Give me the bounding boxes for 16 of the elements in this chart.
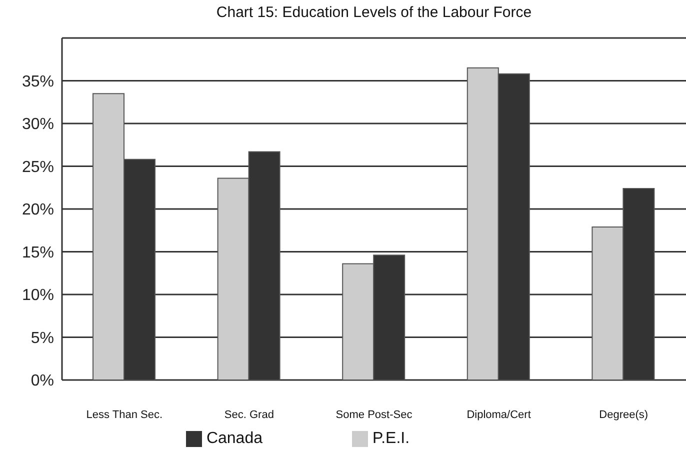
y-tick-label: 10% — [22, 287, 54, 304]
y-tick-label: 5% — [30, 330, 54, 347]
x-tick-label: Some Post-Sec — [336, 408, 413, 421]
legend-label: Canada — [206, 430, 262, 447]
y-tick-label: 35% — [22, 73, 54, 90]
y-tick-label: 30% — [22, 116, 54, 134]
y-tick-label: 25% — [22, 158, 54, 176]
chart-title: Chart 15: Education Levels of the Labour Force — [215, 4, 533, 21]
y-tick-label: 0% — [30, 372, 54, 390]
x-tick-label: Less Than Sec. — [86, 408, 163, 421]
y-tick-label: 20% — [22, 202, 54, 219]
x-tick-label: Sec. Grad — [224, 408, 274, 421]
x-tick-label: Diploma/Cert — [466, 408, 531, 421]
y-tick-label: 15% — [22, 244, 54, 262]
legend-label: P.E.I. — [372, 430, 410, 447]
x-tick-label: Degree(s) — [599, 408, 648, 421]
